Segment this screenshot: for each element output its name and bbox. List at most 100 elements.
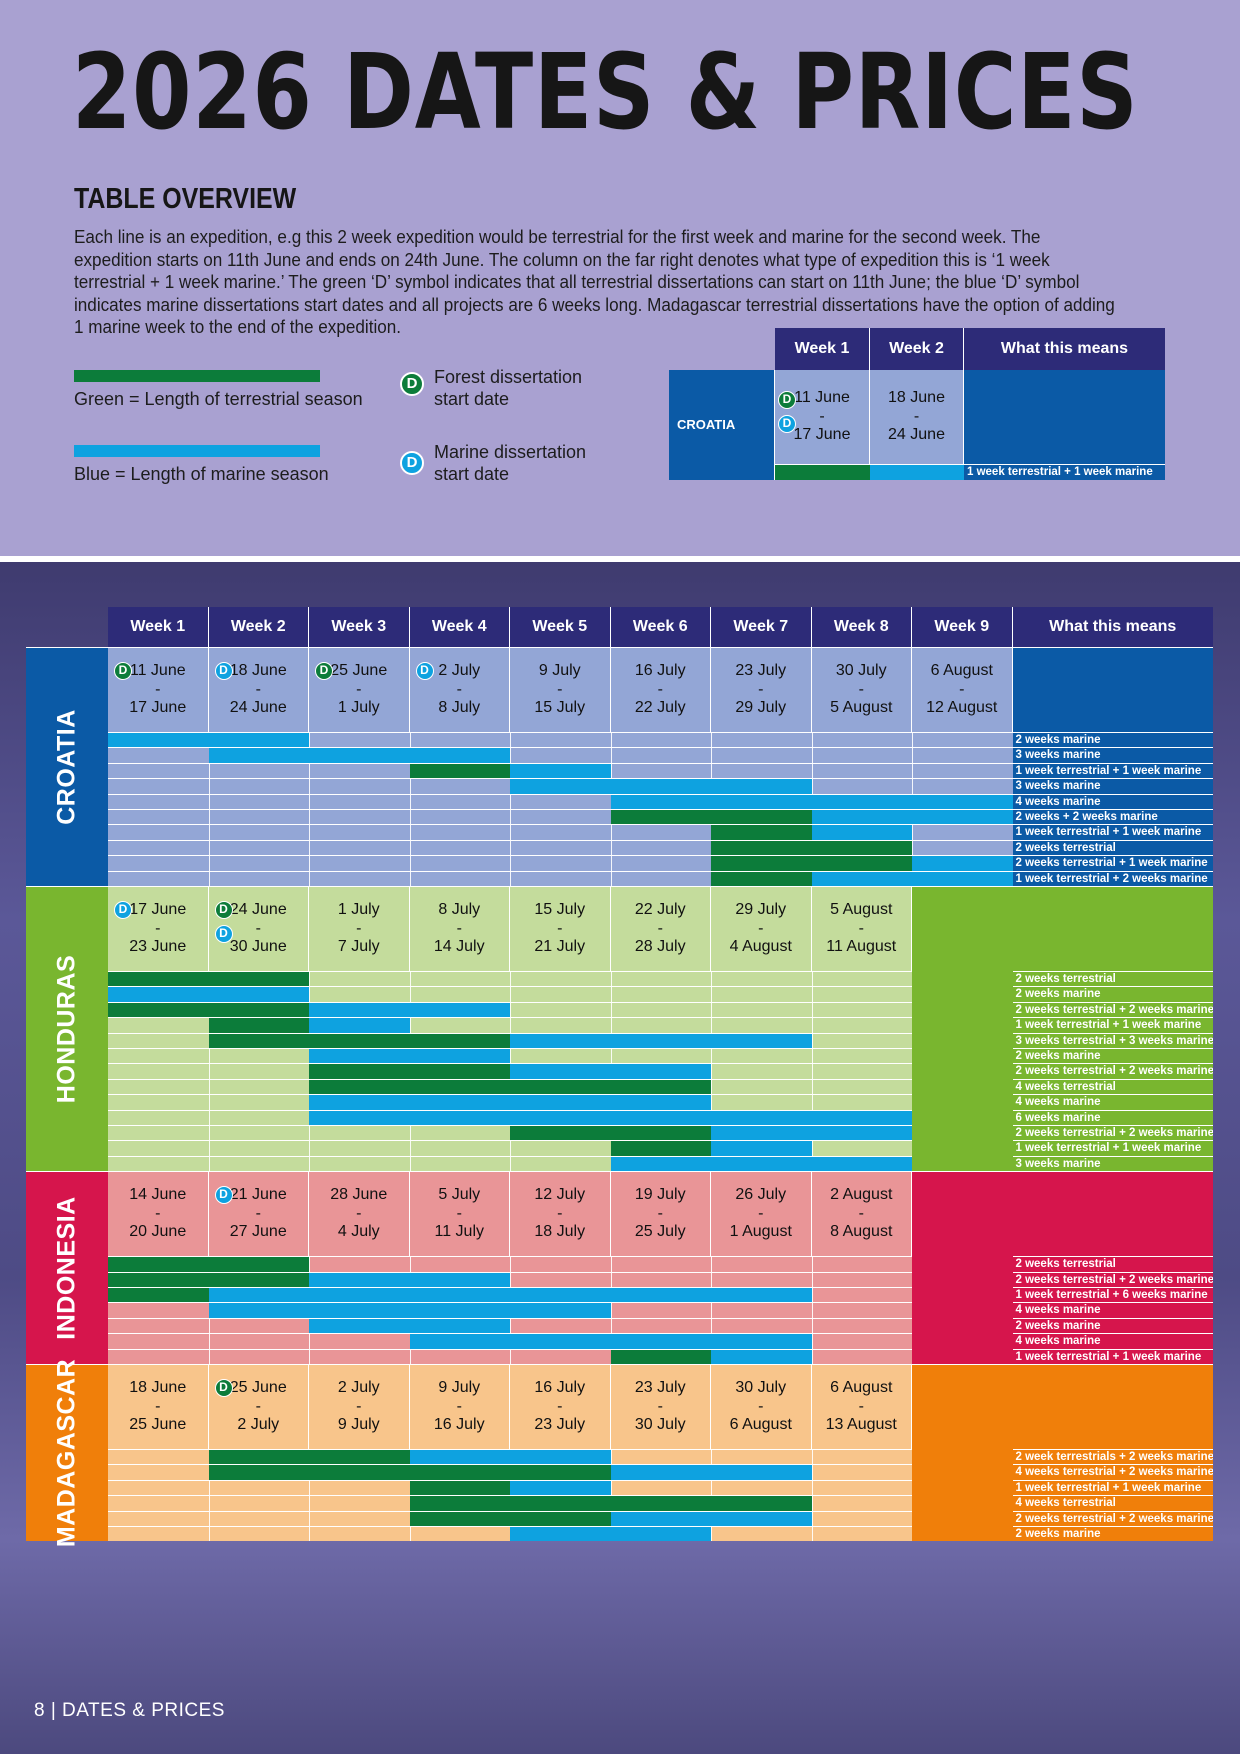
overview-heading: TABLE OVERVIEW [74,183,297,215]
country-label-honduras: HONDURAS [26,886,108,1172]
marine-bar [711,1140,812,1156]
expedition-label: 1 week terrestrial + 1 week marine [1012,1140,1213,1156]
example-meaning-label: 1 week terrestrial + 1 week marine [964,464,1165,480]
date-sep: - [959,680,965,698]
row-line [108,1256,912,1258]
date-start: 12 July [534,1186,586,1204]
terrestrial-bar [711,870,812,886]
date-end: 23 July [534,1416,586,1433]
date-end: 16 July [433,1416,485,1433]
date-end: 25 July [634,1223,686,1241]
date-cell-honduras-week-5: 15 July -21 July [510,886,611,971]
expedition-label: 2 weeks terrestrial + 2 weeks marine [1012,1001,1213,1018]
date-sep: - [155,919,161,937]
date-sep: - [255,1397,261,1415]
marine-bar [108,732,309,748]
grid-line [811,1256,813,1364]
date-end: 24 June [229,699,287,716]
marine-bar [309,1001,510,1018]
terrestrial-bar [309,1063,510,1079]
date-start: 6 August [930,662,993,679]
date-start: 6 August [830,1379,893,1396]
marine-bar [208,1302,611,1318]
marine-bar [811,824,912,840]
date-sep: - [657,1397,663,1415]
expedition-label: 3 weeks terrestrial + 3 weeks marine [1012,1032,1213,1048]
date-cell-croatia-week-8: 30 July -5 August [812,647,912,732]
date-start: 24 June [229,901,287,918]
date-cell-indonesia-week-7: 26 July -1 August [711,1171,812,1257]
date-end: 30 July [634,1416,686,1433]
example-week2-end: 24 June [888,426,945,443]
date-sep: - [758,1204,764,1222]
marine-legend-bar [74,445,320,457]
example-week1-end: 17 June [793,426,851,443]
date-end: 17 June [129,699,187,716]
date-end: 18 July [534,1223,586,1241]
date-sep: - [155,1397,161,1415]
row-line [108,986,912,988]
date-sep: - [557,680,563,698]
example-week2-sep: - [913,407,920,425]
date-start: 16 July [534,1379,586,1396]
marine-bar [409,1449,611,1465]
grid-line [610,1256,612,1364]
date-end: 8 July [438,699,481,716]
forest-legend-label-1: Forest dissertation [434,367,583,387]
expedition-label: 1 week terrestrial + 1 week marine [1012,824,1213,840]
date-sep: - [858,1397,864,1415]
marine-bar [510,778,812,794]
terrestrial-legend-label: Green = Length of terrestrial season [74,389,363,409]
date-sep: - [356,680,362,698]
row-line [108,1155,912,1157]
date-end: 20 June [129,1223,187,1241]
date-cell-honduras-week-8: 5 August -11 August [812,886,912,971]
expedition-label: 1 week terrestrial + 1 week marine [1012,762,1213,779]
date-end: 27 June [229,1223,287,1241]
terrestrial-bar [409,1479,510,1496]
expedition-label: 3 weeks marine [1012,1155,1213,1172]
example-week2-start: 18 June [888,389,945,406]
date-sep: - [255,919,261,937]
date-start: 2 July [438,662,481,679]
expedition-label: 2 weeks terrestrial + 2 weeks marine [1012,1063,1213,1079]
marine-bar [610,1155,912,1172]
marine-d-icon: D [214,1186,233,1205]
date-cell-honduras-week-1: 17 June -23 June [108,886,209,971]
date-cell-madagascar-week-6: 23 July -30 July [611,1364,711,1449]
marine-bar [711,1125,912,1141]
date-start: 9 July [538,662,581,679]
marine-bar [610,1464,812,1480]
header-week-1: Week 1 [108,607,209,647]
marine-bar [811,870,1013,886]
expedition-label: 4 weeks marine [1012,1302,1213,1318]
date-cell-madagascar-week-7: 30 July -6 August [711,1364,812,1449]
expedition-label: 2 weeks terrestrial [1012,971,1213,987]
header-week-6: Week 6 [610,607,711,647]
expedition-label: 4 weeks terrestrial [1012,1495,1213,1511]
date-cell-indonesia-week-2: 21 June -27 June [209,1171,309,1257]
marine-bar [309,1317,510,1334]
section-divider [0,556,1240,562]
date-start: 2 August [830,1186,893,1204]
expedition-label: 4 weeks terrestrial + 2 weeks marine [1012,1464,1213,1480]
date-end: 1 August [729,1223,792,1241]
date-end: 25 June [129,1416,187,1433]
example-header-meaning: What this means [964,328,1165,370]
example-terrestrial-bar [775,464,870,480]
date-end: 22 July [634,699,686,716]
date-end: 5 August [830,699,893,716]
row-line [108,1001,912,1003]
terrestrial-bar [610,1348,711,1364]
terrestrial-bar [108,1001,309,1018]
expedition-label: 3 weeks marine [1012,747,1213,763]
date-end: 21 July [534,938,586,955]
marine-bar [108,986,309,1002]
date-end: 28 July [634,938,686,955]
date-start: 2 July [337,1379,380,1396]
terrestrial-bar [409,762,510,779]
row-line [108,793,1013,795]
date-cell-madagascar-week-8: 6 August -13 August [812,1364,912,1449]
date-cell-indonesia-week-6: 19 July -25 July [611,1171,711,1257]
marine-d-icon: D [114,901,132,919]
